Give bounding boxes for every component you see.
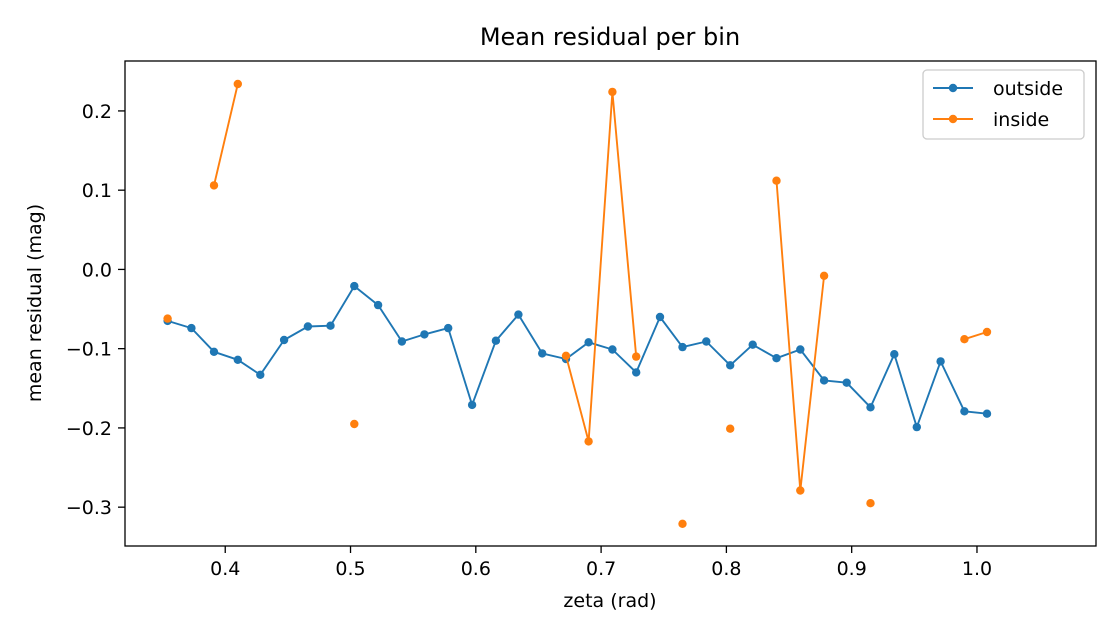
data-point — [420, 330, 429, 339]
x-tick-label: 0.6 — [461, 558, 491, 580]
data-point — [655, 312, 665, 322]
x-tick-label: 0.8 — [711, 558, 741, 580]
data-point — [467, 400, 477, 410]
data-point — [678, 342, 687, 352]
data-point — [819, 271, 829, 280]
data-point — [584, 437, 593, 446]
data-point — [726, 424, 735, 433]
data-point — [960, 335, 969, 344]
y-tick-label: 0.0 — [82, 259, 112, 281]
data-point — [350, 419, 359, 429]
data-point — [772, 176, 781, 185]
data-point — [982, 409, 992, 418]
data-point — [444, 323, 453, 333]
x-tick-label: 0.9 — [837, 558, 867, 580]
data-point — [632, 352, 641, 361]
x-tick-label: 1.0 — [962, 558, 992, 580]
data-point — [538, 349, 547, 358]
x-tick-label: 0.5 — [335, 558, 365, 580]
data-point — [608, 87, 617, 97]
data-point — [233, 355, 242, 364]
data-point — [163, 314, 172, 323]
data-point — [256, 370, 265, 379]
data-point — [397, 337, 407, 346]
data-point — [890, 350, 899, 359]
data-point — [796, 345, 805, 354]
plot-area-frame — [124, 60, 1097, 547]
data-point — [561, 351, 571, 360]
data-point — [866, 499, 875, 508]
legend-item-outside: outside — [933, 78, 1063, 100]
y-tick-label: 0.2 — [82, 101, 112, 123]
plot-series — [163, 79, 992, 528]
data-point — [303, 322, 313, 331]
data-point — [584, 338, 593, 347]
data-point — [936, 357, 945, 366]
y-axis-label: mean residual (mag) — [24, 204, 46, 402]
legend-marker — [948, 83, 958, 93]
series-line — [213, 83, 239, 186]
series-line — [167, 285, 988, 429]
data-point — [514, 310, 523, 319]
data-point — [866, 403, 875, 412]
x-tick-label: 0.4 — [210, 558, 240, 580]
x-tick-label: 0.7 — [586, 558, 616, 580]
y-tick-label: −0.3 — [66, 497, 112, 519]
data-point — [632, 368, 641, 377]
legend-label: outside — [993, 78, 1063, 100]
series-inside — [163, 79, 992, 528]
data-point — [326, 321, 335, 330]
chart-title: Mean residual per bin — [480, 23, 740, 51]
data-point — [912, 422, 921, 432]
data-point — [678, 519, 687, 528]
data-point — [233, 79, 242, 89]
y-tick-label: 0.1 — [82, 180, 112, 202]
legend-item-inside: inside — [933, 109, 1049, 131]
data-point — [279, 335, 289, 345]
axis-ticks: 0.4 0.5 0.6 0.7 0.8 0.9 1.0 0.2 0.1 0.0 −0.1 −0.2 −0… — [66, 101, 992, 580]
data-point — [982, 327, 992, 337]
y-tick-label: −0.1 — [66, 339, 112, 361]
data-point — [842, 378, 851, 387]
data-point — [819, 376, 829, 385]
data-point — [748, 340, 757, 349]
data-point — [960, 407, 969, 416]
data-point — [491, 336, 501, 345]
series-line — [775, 180, 826, 492]
legend: outside inside — [922, 69, 1085, 140]
data-point — [608, 345, 617, 354]
data-point — [796, 486, 805, 495]
series-line — [565, 90, 638, 443]
data-point — [187, 323, 196, 333]
y-tick-label: −0.2 — [66, 418, 112, 440]
data-point — [772, 354, 781, 363]
data-point — [702, 337, 711, 346]
data-point — [726, 361, 735, 370]
x-axis-label: zeta (rad) — [563, 590, 656, 612]
legend-marker — [948, 114, 958, 124]
data-point — [373, 300, 383, 310]
data-point — [209, 181, 219, 190]
series-outside — [163, 281, 992, 432]
data-point — [350, 281, 359, 291]
legend-label: inside — [993, 109, 1049, 131]
data-point — [209, 347, 219, 356]
